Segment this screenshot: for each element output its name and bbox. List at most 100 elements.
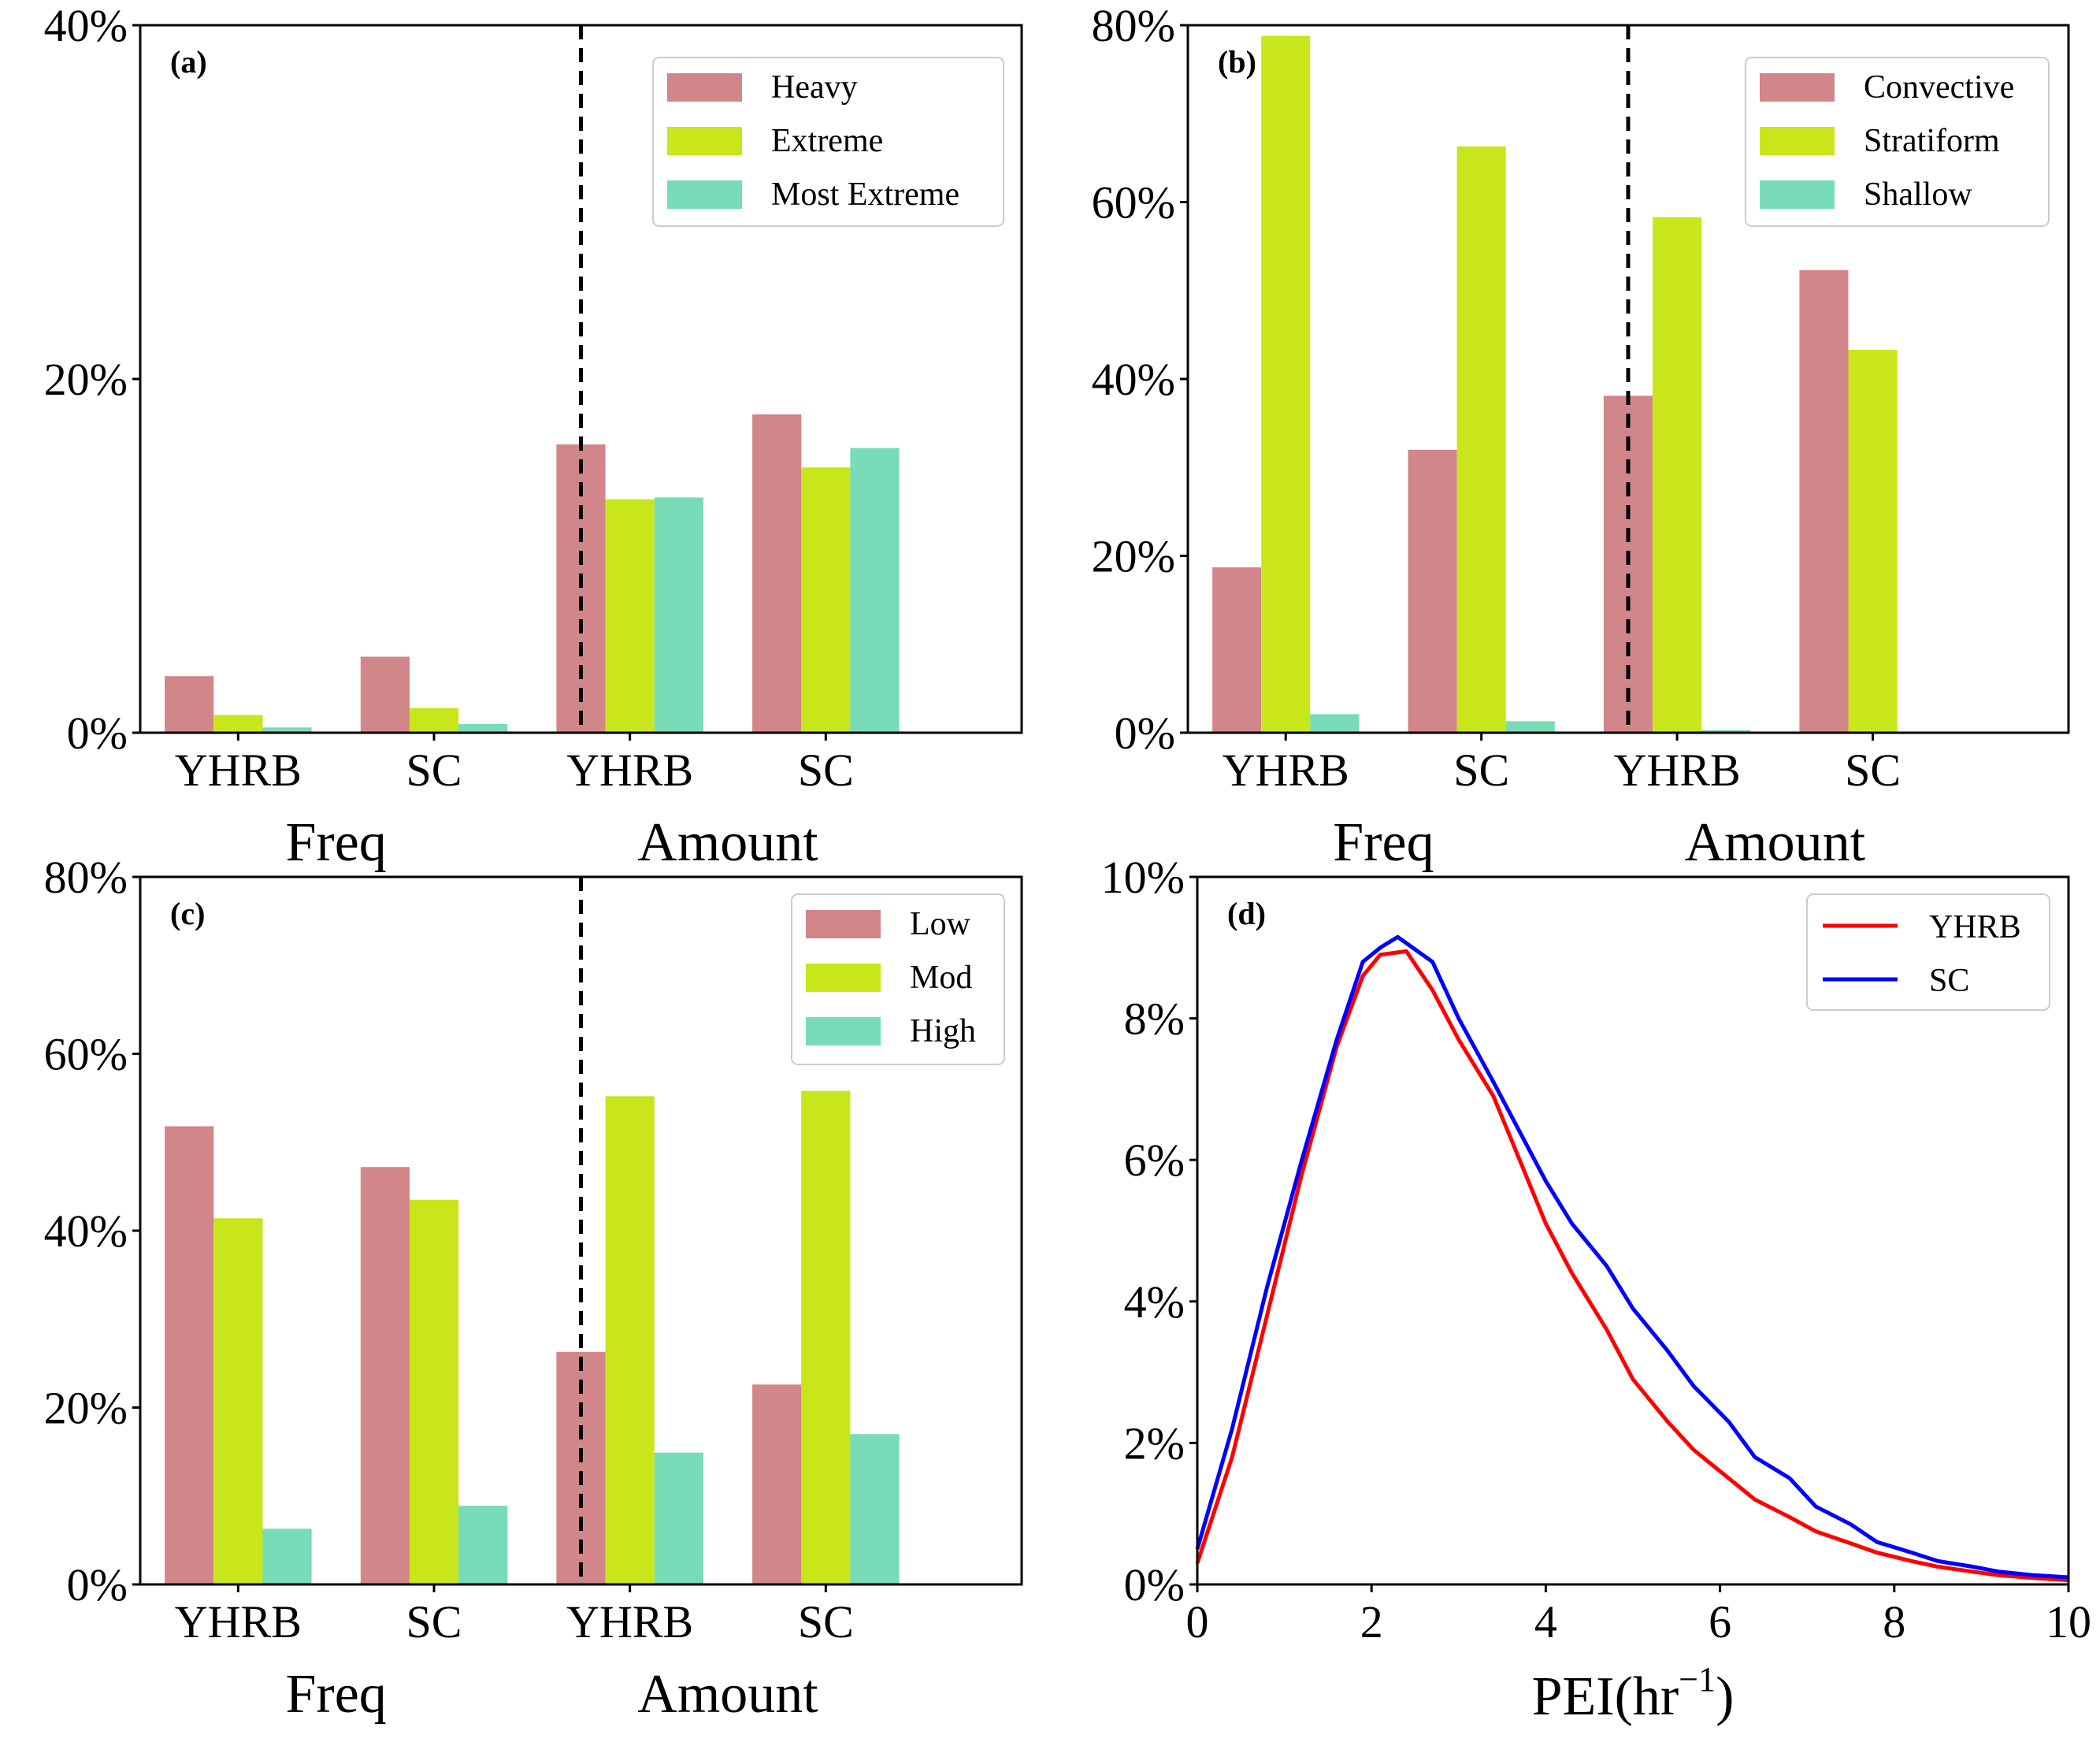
bar-b-shallow-1 [1505,721,1555,733]
ytick-label-c-1: 20% [44,1383,128,1434]
legend-b: Convective Stratiform Shallow [1745,57,2050,227]
legend-swatch-a-0 [667,73,742,102]
legend-label-c-2: High [910,1013,976,1049]
xtick-label-d-5: 10 [2046,1596,2091,1647]
xtick-label-c-1: SC [406,1596,462,1647]
line-d-sc [1195,934,2069,1580]
xtick-label-d-4: 8 [1883,1596,1905,1647]
xtick-label-a-1: SC [406,745,462,796]
bar-a-most-extreme-0 [262,727,312,733]
bar-b-stratiform-1 [1456,146,1506,734]
bar-a-extreme-0 [213,715,263,733]
ytick-label-d-3: 6% [1124,1135,1185,1186]
line-d-yhrb [1195,949,2069,1583]
ytick-label-b-2: 40% [1092,354,1175,405]
legend-swatch-b-0 [1760,73,1835,102]
legend-d: YHRB SC [1806,893,2050,1011]
panel-label-b: (b) [1218,44,1256,80]
xtick-label-a-0: YHRB [175,745,302,796]
bar-a-most-extreme-2 [654,497,703,733]
legend-swatch-c-2 [806,1017,881,1046]
panel-a: 0% 20% 40% YHRB SC YHRB SC Freq Amount (a) Heavy Ex… [44,0,1023,873]
bar-b-convective-1 [1408,449,1457,733]
ytick-label-d-2: 4% [1124,1276,1185,1328]
xtick-label-b-1: SC [1453,745,1509,796]
panel-label-a: (a) [170,44,207,80]
legend-swatch-b-1 [1760,127,1835,155]
xtick-label-a-3: SC [798,745,854,796]
xtick-label-b-3: SC [1845,745,1901,796]
legend-label-c-0: Low [910,906,971,942]
legend-label-a-1: Extreme [771,123,883,159]
ytick-label-c-0: 0% [67,1559,128,1610]
panel-b: 0% 20% 40% 60% 80% YHRB SC YHRB SC Freq Amount (b) C… [1092,0,2070,873]
xtick-label-c-0: YHRB [175,1596,302,1647]
group-label-c-freq: Freq [286,1664,387,1725]
bar-a-extreme-1 [409,708,459,733]
legend-c: Low Mod High [791,893,1005,1065]
ytick-label-d-0: 0% [1124,1559,1185,1610]
bar-c-mod-0 [213,1218,263,1584]
bar-c-high-2 [654,1452,703,1584]
xtick-label-d-2: 4 [1534,1596,1557,1647]
legend-label-b-2: Shallow [1864,176,1972,213]
bar-c-low-1 [360,1167,410,1584]
group-label-a-freq: Freq [286,812,387,873]
legend-label-b-0: Convective [1864,69,2014,106]
panel-c: 0% 20% 40% 60% 80% YHRB SC YHRB SC Freq Amount (c) L… [44,852,1023,1725]
group-label-b-amount: Amount [1685,812,1866,873]
ytick-label-b-0: 0% [1115,708,1175,759]
legend-swatch-c-0 [806,910,881,938]
x-axis-label-d: PEI(hr−1) [1532,1660,1735,1727]
bar-c-low-3 [752,1384,802,1584]
legend-label-c-1: Mod [910,960,972,996]
bar-c-high-0 [262,1528,312,1584]
xtick-label-d-0: 0 [1186,1596,1209,1647]
legend-a: Heavy Extreme Most Extreme [652,57,1004,227]
bar-b-shallow-0 [1310,714,1360,733]
bar-c-high-1 [458,1506,508,1584]
ytick-label-a-0: 0% [67,708,128,759]
group-label-a-amount: Amount [637,812,818,873]
xtick-label-c-3: SC [798,1596,854,1647]
bar-b-stratiform-2 [1653,217,1702,734]
bar-c-low-0 [165,1126,214,1584]
bar-b-stratiform-3 [1848,350,1898,733]
ytick-label-c-4: 80% [44,852,128,903]
legend-swatch-a-2 [667,180,742,209]
panel-d: 0% 2% 4% 6% 8% 10% 0 2 4 6 8 10 PEI(hr−1) (d) YHRB SC [1101,852,2091,1727]
bar-c-mod-1 [409,1199,459,1584]
ytick-label-b-1: 20% [1092,531,1175,582]
group-label-c-amount: Amount [637,1664,818,1725]
panel-label-c: (c) [170,896,205,931]
legend-label-b-1: Stratiform [1864,123,2000,159]
bar-b-convective-3 [1799,269,1849,733]
legend-label-a-0: Heavy [771,69,858,106]
xtick-label-b-0: YHRB [1223,745,1349,796]
bar-a-heavy-3 [752,414,802,733]
panel-label-d: (d) [1227,896,1266,931]
ytick-label-d-4: 8% [1124,994,1185,1045]
bar-a-most-extreme-3 [850,448,900,733]
ytick-label-d-5: 10% [1101,852,1185,903]
legend-swatch-a-1 [667,127,742,155]
axes-frame-d [1196,875,2070,1586]
bar-a-heavy-1 [360,656,410,733]
ytick-label-c-2: 40% [44,1205,128,1257]
xtick-label-b-2: YHRB [1614,745,1741,796]
bar-c-high-3 [850,1434,900,1584]
ytick-label-b-4: 80% [1092,0,1175,51]
group-label-b-freq: Freq [1333,812,1434,873]
bar-b-convective-0 [1212,567,1262,733]
xtick-label-d-1: 2 [1360,1596,1383,1647]
legend-swatch-b-2 [1760,180,1835,209]
legend-swatch-c-1 [806,964,881,992]
ytick-label-b-3: 60% [1092,177,1175,228]
ytick-label-d-1: 2% [1124,1417,1185,1469]
bar-b-stratiform-0 [1261,35,1311,733]
bar-b-shallow-2 [1701,730,1751,733]
xtick-label-d-3: 6 [1709,1596,1731,1647]
ytick-label-c-3: 60% [44,1029,128,1080]
legend-label-a-2: Most Extreme [771,176,959,213]
